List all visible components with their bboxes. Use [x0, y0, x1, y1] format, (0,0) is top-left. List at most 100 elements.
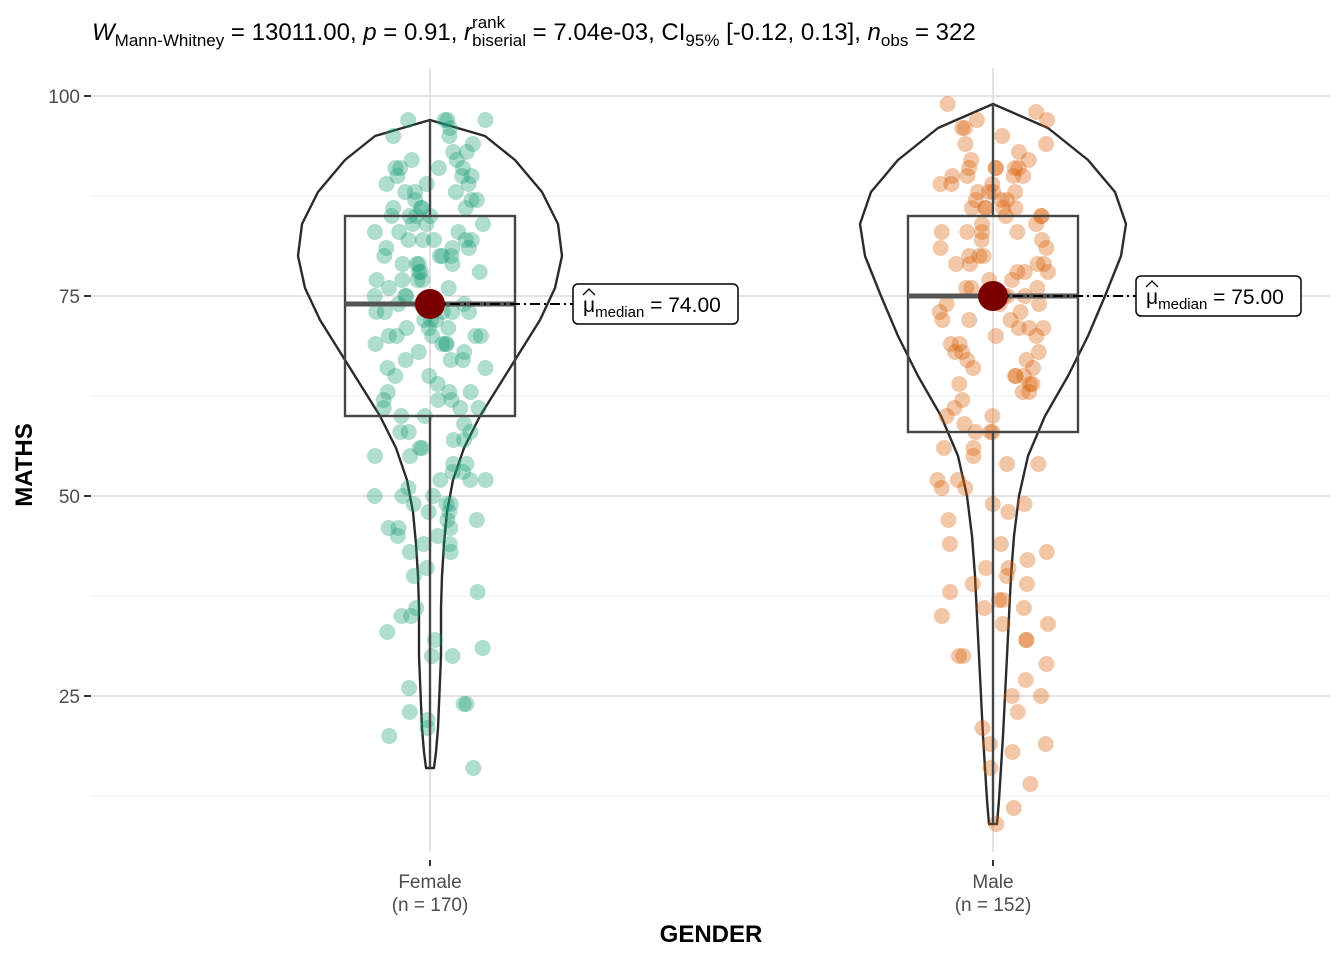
- data-point: [401, 704, 418, 720]
- data-point: [477, 112, 494, 128]
- data-point: [1028, 216, 1045, 232]
- data-point: [412, 264, 429, 280]
- title-part: = 13011.00,: [224, 19, 363, 46]
- data-point: [441, 128, 458, 144]
- data-point: [940, 512, 957, 528]
- data-point: [932, 176, 949, 192]
- title-part: = 0.91,: [377, 19, 464, 46]
- data-point: [397, 288, 414, 304]
- data-point: [381, 728, 398, 744]
- data-point: [994, 592, 1011, 608]
- title-part: r: [464, 19, 473, 46]
- data-point: [973, 232, 990, 248]
- title-part: biserial: [472, 31, 526, 50]
- data-point: [1038, 544, 1055, 560]
- title-part: obs: [881, 31, 908, 50]
- hat-icon: [582, 288, 596, 296]
- y-tick-label: 100: [48, 87, 80, 108]
- median-symbol: μ: [583, 294, 595, 317]
- violin-male: [858, 102, 1128, 826]
- data-point: [1012, 304, 1029, 320]
- data-point: [409, 272, 426, 288]
- data-point: [984, 408, 1001, 424]
- data-point: [400, 424, 417, 440]
- data-point: [455, 464, 471, 480]
- data-point: [934, 312, 951, 328]
- data-point: [976, 600, 993, 616]
- data-point: [990, 592, 1007, 608]
- data-point: [402, 448, 419, 464]
- data-point: [992, 536, 1009, 552]
- data-point: [375, 392, 392, 408]
- data-point: [390, 520, 407, 536]
- data-point: [944, 168, 961, 184]
- data-point: [929, 472, 946, 488]
- median-point: [978, 281, 1008, 311]
- data-point: [403, 608, 420, 624]
- data-point: [463, 192, 480, 208]
- data-point: [379, 360, 396, 376]
- data-point: [1006, 160, 1023, 176]
- hat-icon: [1145, 280, 1159, 288]
- data-point: [389, 168, 406, 184]
- data-point: [432, 248, 448, 264]
- data-point: [1019, 576, 1035, 592]
- data-point: [408, 256, 425, 272]
- data-point: [420, 320, 437, 336]
- data-point: [420, 504, 437, 520]
- data-point: [394, 256, 411, 272]
- data-point: [429, 528, 446, 544]
- data-point: [942, 336, 959, 352]
- data-point: [977, 200, 994, 216]
- data-point: [1038, 240, 1055, 256]
- title-part: W: [92, 19, 117, 46]
- data-point: [403, 152, 420, 168]
- data-point: [450, 224, 467, 240]
- data-point: [379, 624, 396, 640]
- data-point: [938, 296, 955, 312]
- data-point: [460, 240, 477, 256]
- data-point: [951, 336, 968, 352]
- data-point: [464, 136, 481, 152]
- data-point: [974, 224, 991, 240]
- data-point: [1018, 352, 1035, 368]
- data-point: [947, 344, 964, 360]
- data-point: [441, 384, 458, 400]
- data-point: [443, 248, 460, 264]
- data-point: [366, 488, 383, 504]
- data-point: [457, 200, 474, 216]
- data-point: [999, 192, 1016, 208]
- data-point: [401, 680, 418, 696]
- data-point: [367, 448, 383, 464]
- y-tick-label: 50: [59, 487, 80, 508]
- data-point: [955, 648, 972, 664]
- data-point: [1015, 168, 1032, 184]
- data-point: [380, 328, 397, 344]
- data-point: [465, 760, 482, 776]
- data-point: [987, 160, 1004, 176]
- data-point: [414, 200, 430, 216]
- data-point: [994, 616, 1011, 632]
- median-symbol: μ: [1146, 286, 1158, 309]
- median-value: = 74.00: [644, 294, 720, 317]
- data-point: [439, 112, 456, 128]
- data-point: [974, 720, 991, 736]
- data-point: [388, 328, 405, 344]
- data-point: [965, 440, 982, 456]
- data-point: [1005, 168, 1022, 184]
- title-part: rank: [472, 13, 506, 32]
- data-point: [424, 648, 440, 664]
- data-point: [968, 112, 985, 128]
- data-point: [430, 160, 447, 176]
- data-point: [400, 232, 417, 248]
- data-point: [962, 256, 978, 272]
- data-point: [442, 352, 459, 368]
- data-point: [956, 416, 973, 432]
- data-point: [1005, 800, 1022, 816]
- data-point: [444, 240, 461, 256]
- data-point: [366, 288, 383, 304]
- data-point: [961, 248, 978, 264]
- title-part: p: [362, 19, 376, 46]
- data-point: [437, 336, 454, 352]
- box-female: [343, 214, 517, 418]
